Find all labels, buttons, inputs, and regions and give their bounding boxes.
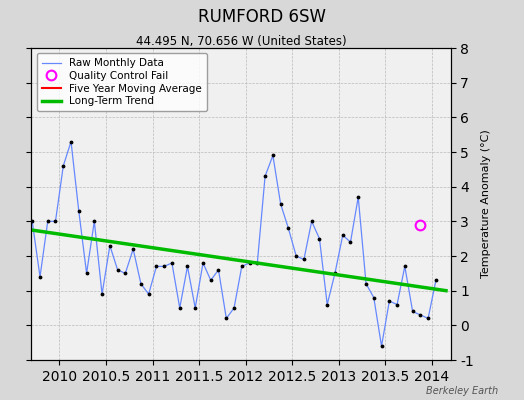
Raw Monthly Data (29, 219, 35, 224)
Raw Monthly Data (68, 139, 74, 144)
Raw Monthly Data (270, 153, 276, 158)
Raw Monthly Data (433, 278, 439, 283)
Text: Berkeley Earth: Berkeley Earth (425, 386, 498, 396)
Y-axis label: Temperature Anomaly (°C): Temperature Anomaly (°C) (481, 130, 491, 278)
Raw Monthly Data (301, 257, 307, 262)
Legend: Raw Monthly Data, Quality Control Fail, Five Year Moving Average, Long-Term Tren: Raw Monthly Data, Quality Control Fail, … (37, 53, 207, 112)
Raw Monthly Data (378, 344, 385, 348)
Title: 44.495 N, 70.656 W (United States): 44.495 N, 70.656 W (United States) (136, 35, 346, 48)
Raw Monthly Data (278, 202, 284, 206)
Line: Raw Monthly Data: Raw Monthly Data (32, 142, 436, 346)
Raw Monthly Data (347, 240, 354, 244)
Raw Monthly Data (146, 292, 152, 296)
Raw Monthly Data (293, 254, 299, 258)
Text: RUMFORD 6SW: RUMFORD 6SW (198, 8, 326, 26)
